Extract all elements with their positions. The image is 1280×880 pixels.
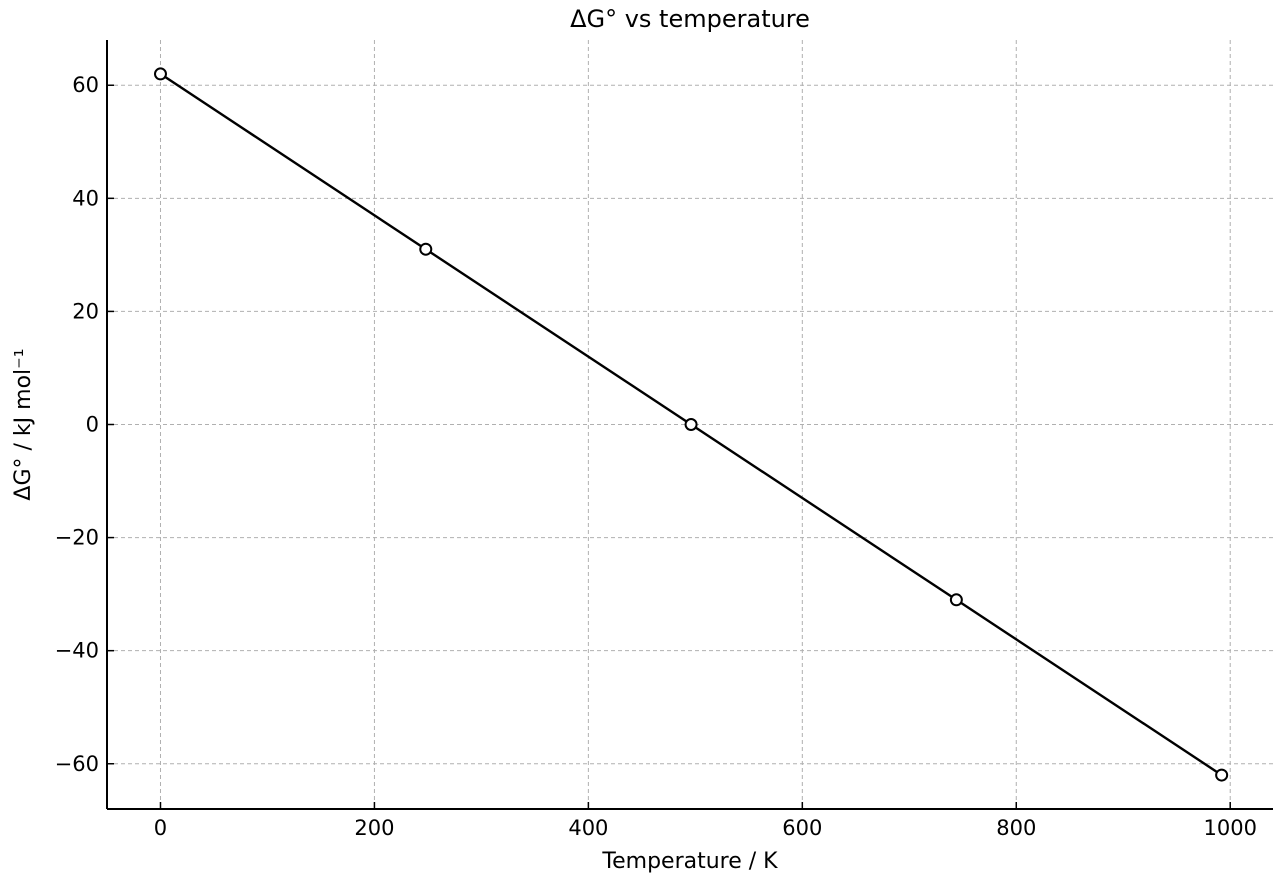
data-point	[949, 593, 963, 607]
x-tick-label: 800	[996, 816, 1036, 840]
y-tick-label: −40	[55, 639, 99, 663]
x-tick-label: 0	[154, 816, 167, 840]
x-tick-label: 1000	[1203, 816, 1256, 840]
y-tick-label: 60	[72, 73, 99, 97]
series	[153, 67, 1229, 782]
chart-title: ΔG° vs temperature	[570, 5, 810, 33]
x-tick-label: 600	[782, 816, 822, 840]
data-point	[153, 67, 167, 81]
y-tick-label: 40	[72, 186, 99, 210]
y-tick-label: −20	[55, 526, 99, 550]
y-axis-label: ΔG° / kJ mol⁻¹	[11, 348, 36, 500]
x-tick-label: 200	[354, 816, 394, 840]
data-point	[419, 242, 433, 256]
data-point	[684, 418, 698, 431]
y-tick-label: 0	[86, 413, 99, 437]
x-axis-label: Temperature / K	[601, 849, 778, 874]
y-ticks: 60 40 20 0 −20 −40 −60	[55, 73, 114, 776]
y-tick-label: 20	[72, 299, 99, 323]
x-ticks: 0 200 400 600 800 1000	[154, 802, 1257, 840]
data-point	[1215, 768, 1229, 782]
y-tick-label: −60	[55, 752, 99, 776]
x-tick-label: 400	[568, 816, 608, 840]
